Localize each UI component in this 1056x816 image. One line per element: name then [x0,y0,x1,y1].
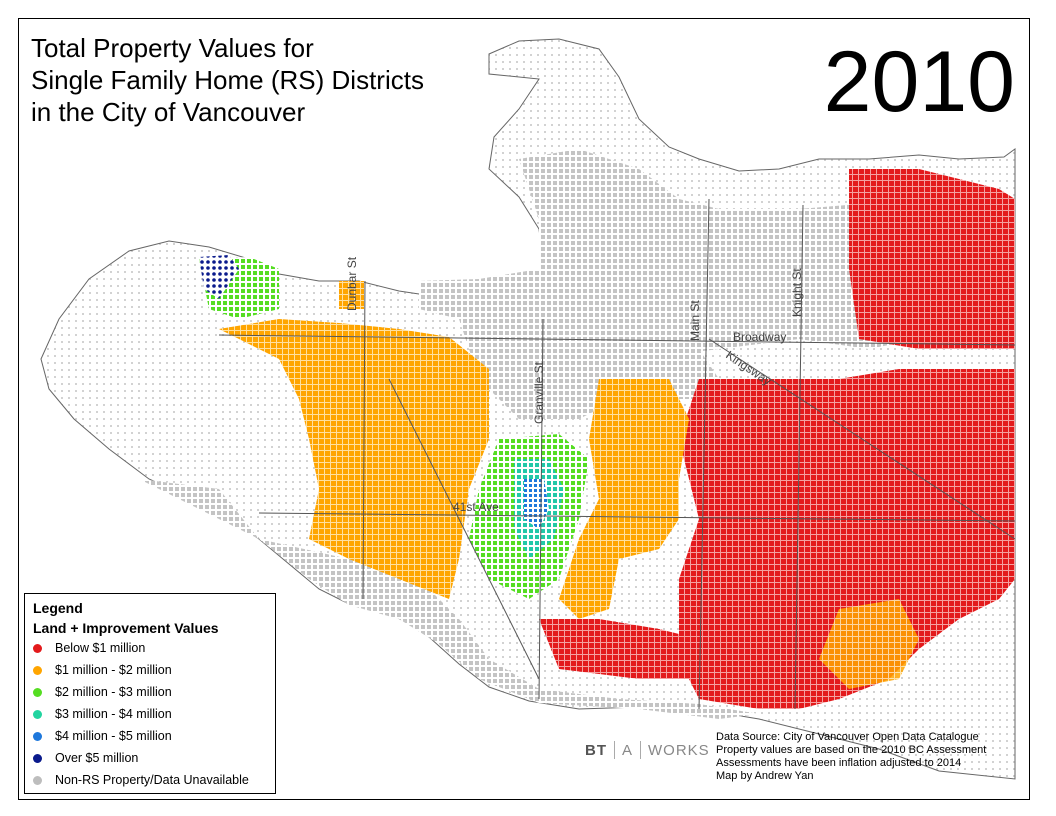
legend-dot-icon [33,687,42,697]
legend-item-below-1m: Below $1 million [33,639,145,657]
ave41-line [258,512,1016,522]
street-label-ave41: 41st Ave [453,500,499,514]
map-frame: Dunbar St Granville St Main St Knight St… [18,18,1030,800]
downtown-area [419,149,919,359]
legend-label: $2 million - $3 million [55,685,172,699]
logo-divider [640,741,642,759]
street-label-dunbar: Dunbar St [345,256,359,311]
region-pointgrey-navy [199,255,239,299]
street-lines [218,198,1016,710]
legend-dot-icon [33,665,42,675]
legend-dot-icon [33,731,42,741]
knight-line [794,204,804,710]
arbutus-line [388,378,540,680]
region-west-orange [219,319,489,599]
logo-part-bt: BT [585,741,607,759]
legend-dot-icon [33,775,42,785]
legend-box: Legend Land + Improvement Values Below $… [24,593,276,794]
street-label-broadway: Broadway [733,330,786,344]
legend-item-3m-4m: $3 million - $4 million [33,705,172,723]
legend-subtitle: Land + Improvement Values [33,620,219,636]
dunbar-line [362,280,366,600]
granville-line [538,318,544,700]
region-marpole-orange [819,599,919,689]
credit-line-inflation: Assessments have been inflation adjusted… [716,757,962,769]
legend-item-4m-5m: $4 million - $5 million [33,727,172,745]
logo-part-works: WORKS [648,741,710,759]
legend-label: $1 million - $2 million [55,663,172,677]
credit-line-source: Data Source: City of Vancouver Open Data… [716,731,979,743]
region-east-south [679,369,1015,709]
street-label-knight: Knight St [790,268,804,317]
south-gray [259,539,759,719]
btaworks-logo: BT A WORKS [585,741,710,759]
street-label-granville: Granville St [532,361,546,424]
legend-label: Below $1 million [55,641,146,655]
legend-item-1m-2m: $1 million - $2 million [33,661,172,679]
title-line-2: Single Family Home (RS) Districts [31,65,424,95]
legend-dot-icon [33,643,42,653]
credit-line-author: Map by Andrew Yan [716,770,814,782]
southwest-gray [139,479,259,539]
kingsway-line [708,338,1016,540]
region-southcentral-red [539,619,699,679]
legend-title: Legend [33,600,83,616]
legend-label: $4 million - $5 million [55,729,172,743]
legend-label: Non-RS Property/Data Unavailable [55,773,249,787]
broadway-line [218,334,1016,346]
year-label: 2010 [823,34,1015,130]
region-dunbar-orange [339,281,364,309]
legend-label: Over $5 million [55,751,139,765]
legend-label: $3 million - $4 million [55,707,172,721]
title-line-1: Total Property Values for [31,33,314,63]
legend-dot-icon [33,709,42,719]
legend-item-over-5m: Over $5 million [33,749,138,767]
legend-item-non-rs: Non-RS Property/Data Unavailable [33,771,249,789]
legend-dot-icon [33,753,42,763]
region-central-orange [559,379,689,619]
credit-line-basis: Property values are based on the 2010 BC… [716,744,987,756]
region-east-north [849,169,1015,349]
main-line [698,198,710,710]
legend-item-2m-3m: $2 million - $3 million [33,683,172,701]
map-canvas: Dunbar St Granville St Main St Knight St… [40,38,1016,780]
credits-block: Data Source: City of Vancouver Open Data… [716,731,986,783]
logo-divider [614,741,615,759]
logo-part-a: A [622,741,634,759]
title-line-3: in the City of Vancouver [31,97,306,127]
street-label-main: Main St [688,300,702,341]
